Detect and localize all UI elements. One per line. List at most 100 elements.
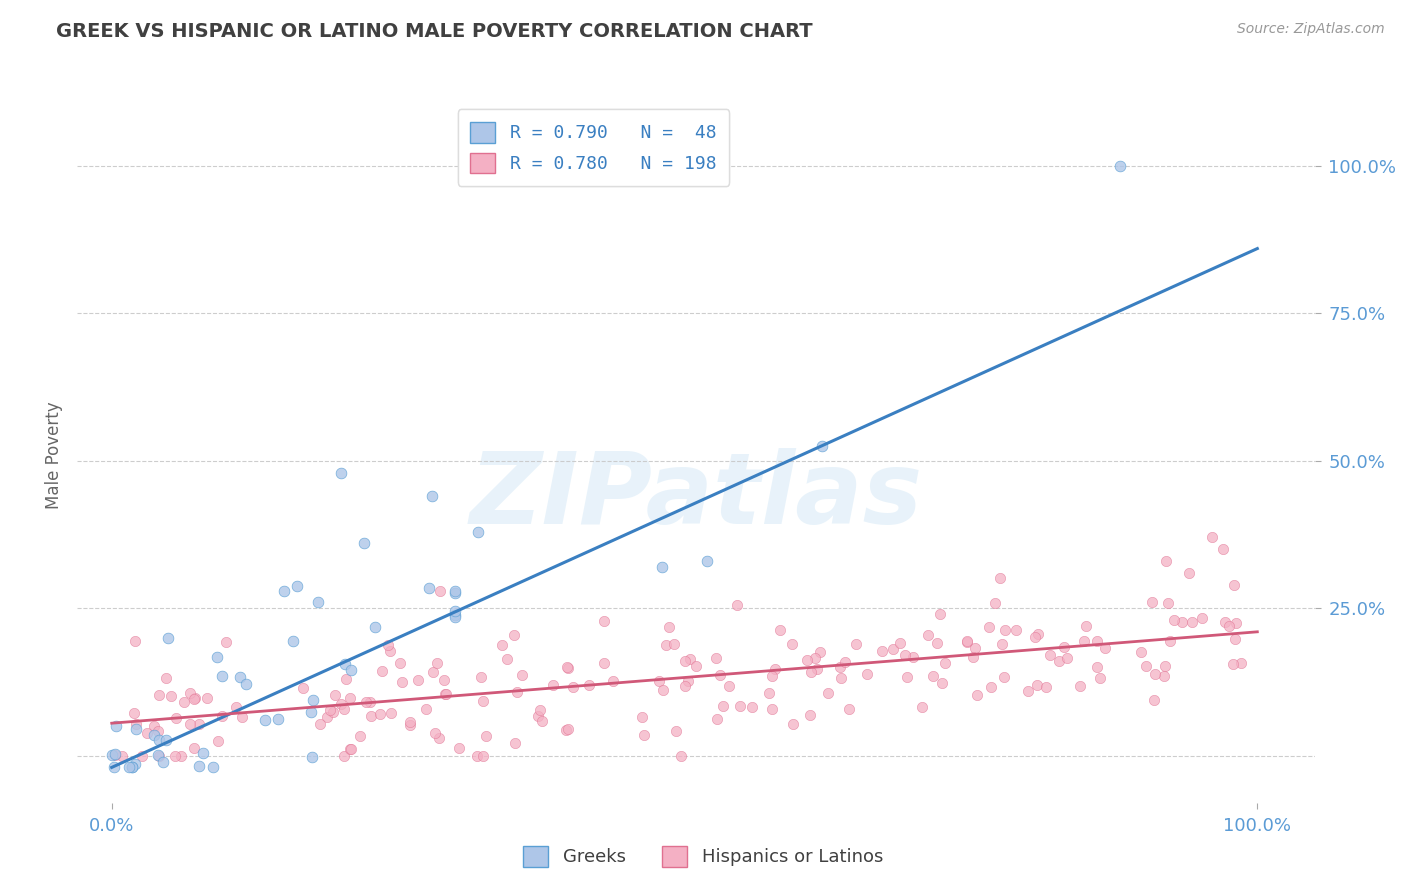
Point <box>709 667 731 681</box>
Point <box>555 660 578 674</box>
Point <box>658 620 681 634</box>
Point <box>882 641 904 656</box>
Point <box>124 756 146 771</box>
Point <box>1218 619 1240 633</box>
Point <box>678 651 700 665</box>
Point <box>188 759 211 773</box>
Point <box>378 644 401 658</box>
Point <box>353 536 375 550</box>
Point <box>990 637 1012 651</box>
Point <box>911 699 934 714</box>
Point <box>165 711 187 725</box>
Point <box>1053 640 1076 654</box>
Text: ZIPatlas: ZIPatlas <box>470 448 922 545</box>
Point <box>322 705 344 719</box>
Point <box>142 728 165 742</box>
Point <box>423 726 446 740</box>
Point <box>179 686 201 700</box>
Point <box>444 610 467 624</box>
Point <box>502 627 524 641</box>
Point <box>1108 159 1130 173</box>
Point <box>471 748 494 763</box>
Point <box>557 661 579 675</box>
Point <box>467 524 489 539</box>
Text: GREEK VS HISPANIC OR LATINO MALE POVERTY CORRELATION CHART: GREEK VS HISPANIC OR LATINO MALE POVERTY… <box>56 22 813 41</box>
Point <box>143 719 166 733</box>
Point <box>1035 681 1057 695</box>
Point <box>496 651 519 665</box>
Point <box>330 697 353 711</box>
Point <box>527 708 550 723</box>
Point <box>470 670 492 684</box>
Point <box>665 723 688 738</box>
Point <box>380 706 402 720</box>
Point <box>1069 679 1091 693</box>
Point <box>1085 659 1108 673</box>
Point <box>1017 683 1039 698</box>
Point <box>434 687 457 701</box>
Point <box>339 741 361 756</box>
Point <box>146 747 169 762</box>
Point <box>1153 659 1175 673</box>
Y-axis label: Male Poverty: Male Poverty <box>45 401 63 508</box>
Point <box>1005 623 1028 637</box>
Point <box>664 637 686 651</box>
Point <box>418 581 440 595</box>
Point <box>309 717 332 731</box>
Point <box>512 668 534 682</box>
Point <box>990 571 1012 585</box>
Point <box>159 689 181 703</box>
Point <box>782 637 804 651</box>
Point <box>1088 671 1111 685</box>
Point <box>531 714 554 729</box>
Point <box>648 674 671 689</box>
Point <box>806 662 828 676</box>
Point <box>335 672 357 686</box>
Point <box>125 722 148 736</box>
Point <box>273 583 295 598</box>
Point <box>1222 657 1244 671</box>
Point <box>105 719 128 733</box>
Point <box>963 640 986 655</box>
Point <box>148 688 170 702</box>
Point <box>505 736 527 750</box>
Point <box>828 660 851 674</box>
Point <box>148 733 170 747</box>
Point <box>323 688 346 702</box>
Point <box>364 620 387 634</box>
Point <box>769 623 792 637</box>
Point <box>706 712 728 726</box>
Point <box>506 685 529 699</box>
Point <box>371 664 394 678</box>
Point <box>1177 566 1199 580</box>
Point <box>125 717 148 731</box>
Point <box>444 604 467 618</box>
Point <box>368 707 391 722</box>
Point <box>131 748 153 763</box>
Point <box>796 653 818 667</box>
Point <box>655 638 678 652</box>
Point <box>215 635 238 649</box>
Point <box>984 596 1007 610</box>
Point <box>602 674 624 689</box>
Point <box>803 650 825 665</box>
Point <box>817 685 839 699</box>
Point <box>205 650 228 665</box>
Point <box>761 702 783 716</box>
Point <box>121 760 143 774</box>
Point <box>761 668 783 682</box>
Point <box>426 656 449 670</box>
Point <box>1181 615 1204 629</box>
Point <box>925 636 948 650</box>
Point <box>333 748 356 763</box>
Point <box>319 703 342 717</box>
Point <box>360 709 382 723</box>
Point <box>931 676 953 690</box>
Point <box>929 607 952 622</box>
Point <box>1073 634 1095 648</box>
Point <box>122 706 145 720</box>
Point <box>183 741 205 756</box>
Point <box>301 750 323 764</box>
Point <box>633 728 655 742</box>
Point <box>415 702 437 716</box>
